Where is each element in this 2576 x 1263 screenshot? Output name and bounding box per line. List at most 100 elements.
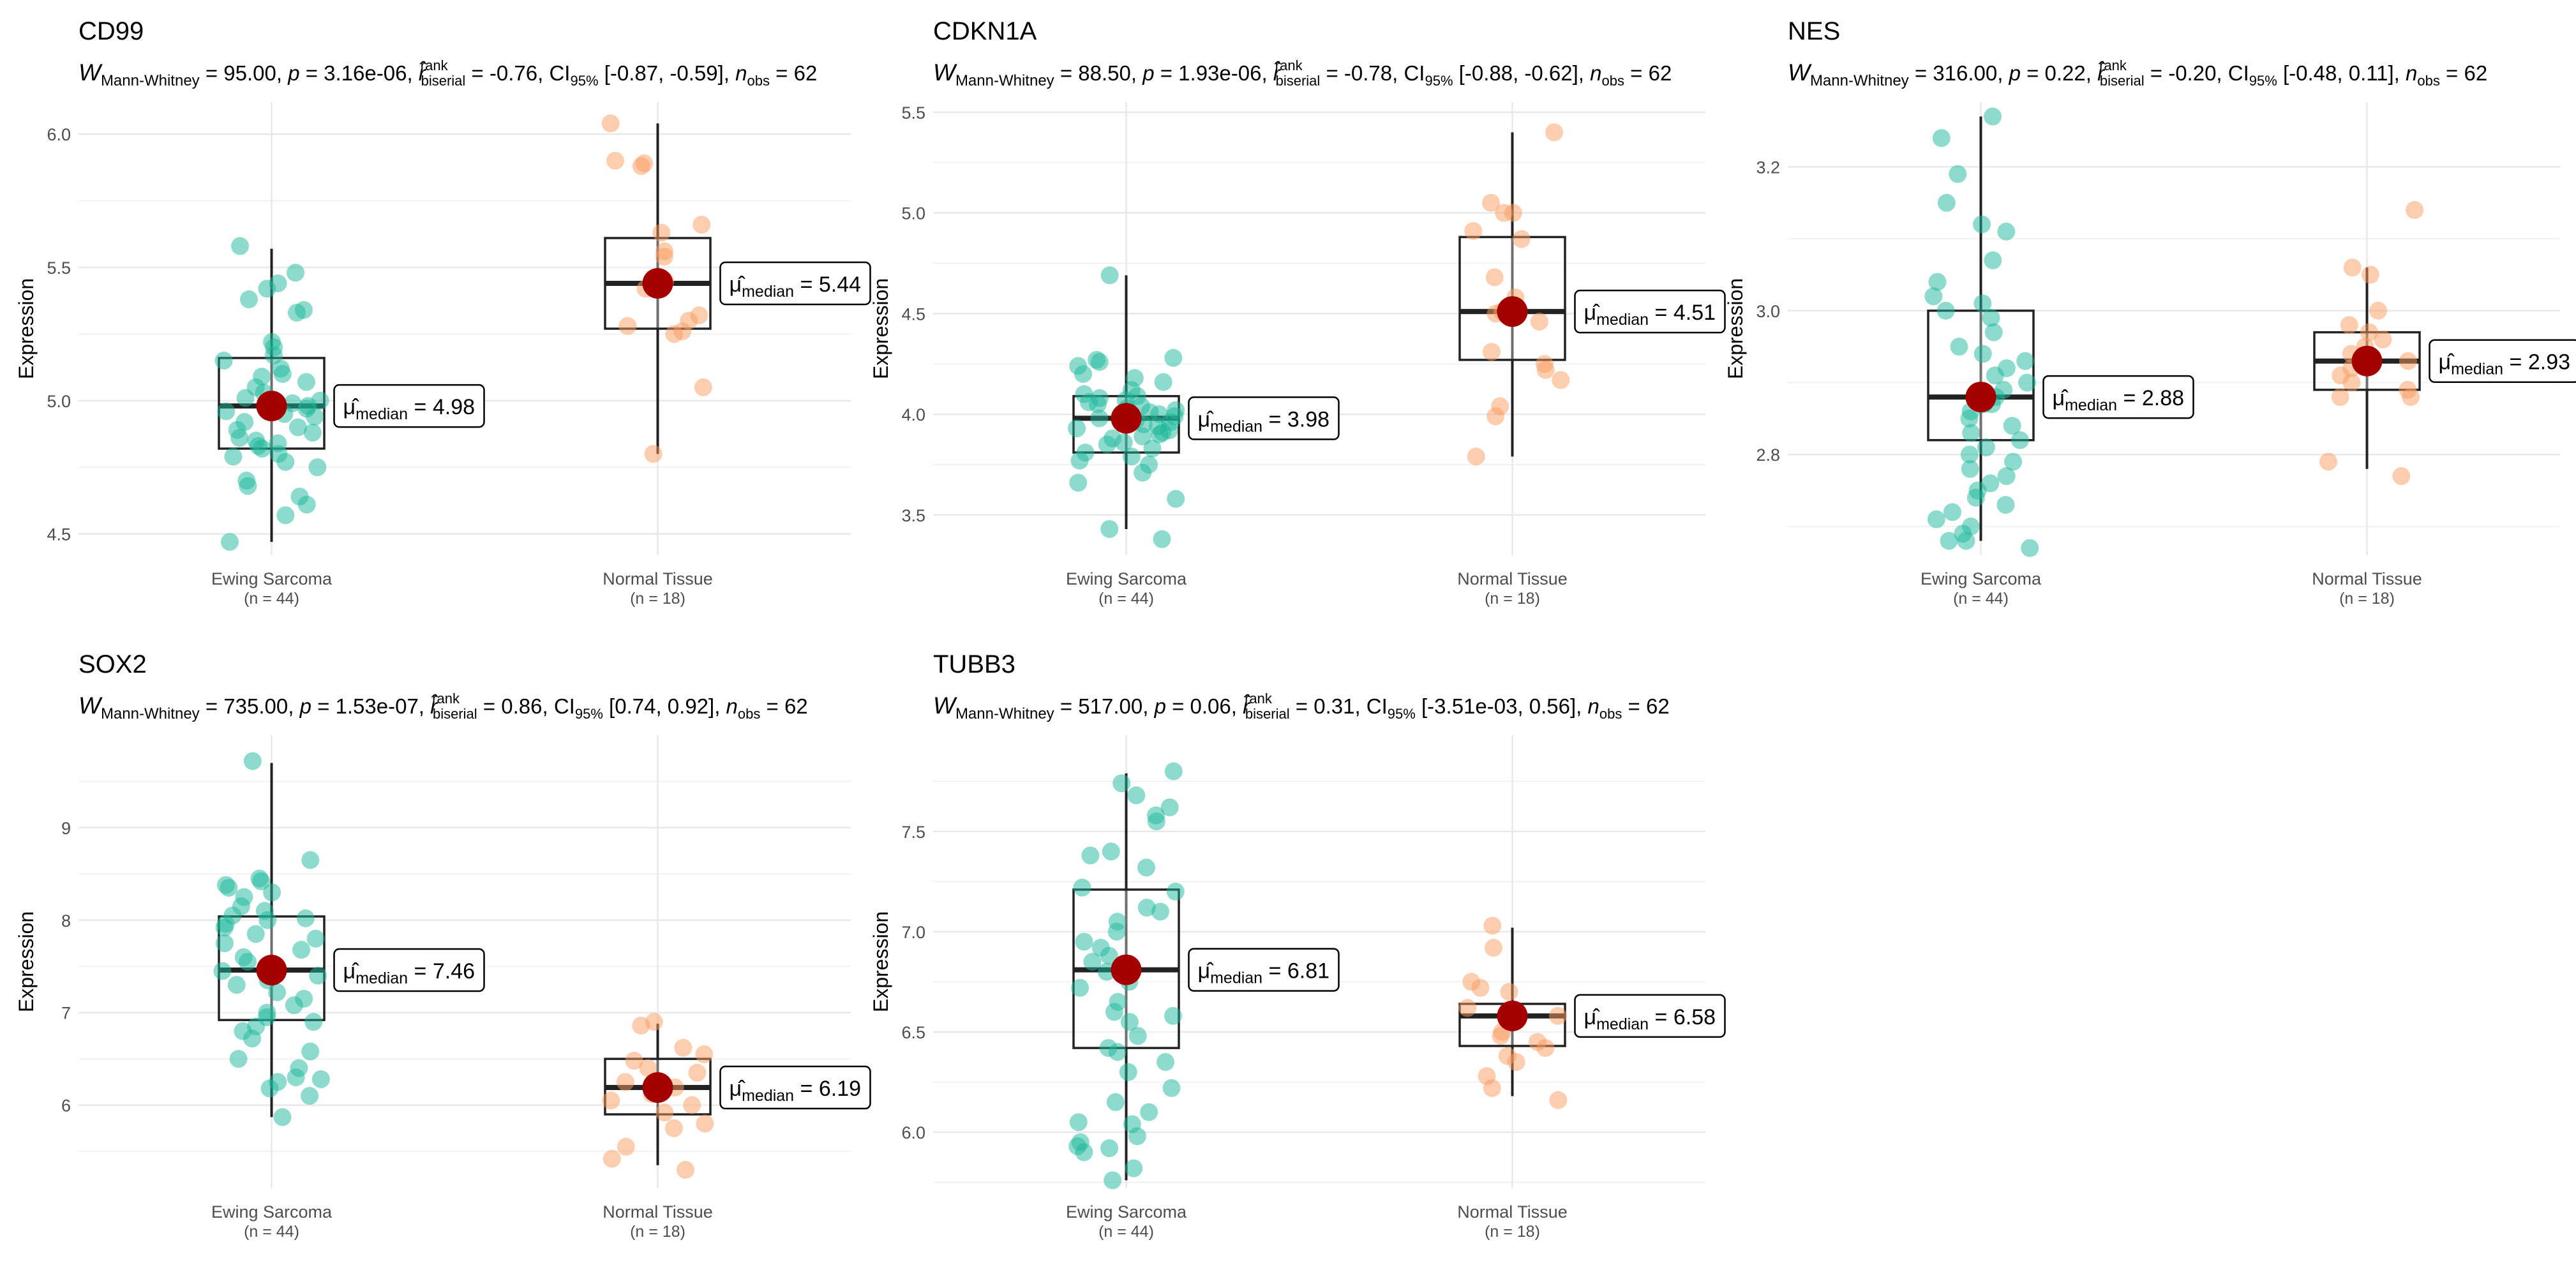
data-point — [693, 216, 710, 234]
median-marker — [1966, 382, 1996, 412]
data-point — [2018, 374, 2036, 392]
median-label: μ̂median = 4.98 — [334, 385, 484, 427]
data-point — [1143, 440, 1161, 458]
x-tick-label: Ewing Sarcoma — [211, 1202, 333, 1222]
data-point — [1167, 490, 1185, 508]
data-point — [308, 458, 326, 476]
data-point — [276, 506, 294, 524]
data-point — [1140, 1103, 1158, 1121]
data-point — [1536, 1039, 1554, 1057]
median-label: μ̂median = 7.46 — [334, 949, 484, 991]
data-point — [1483, 343, 1501, 361]
data-point — [2332, 388, 2349, 406]
data-point — [1112, 774, 1130, 792]
box-group-1: μ̂median = 6.81 — [1068, 763, 1338, 1190]
gridlines — [1788, 102, 2560, 555]
box-group-2: μ̂median = 5.44 — [602, 114, 871, 463]
data-point — [1545, 123, 1563, 141]
data-point — [1090, 409, 1108, 427]
data-point — [677, 1161, 694, 1179]
y-tick-label: 3.5 — [901, 506, 925, 525]
data-point — [1973, 216, 1991, 234]
data-point — [312, 1070, 330, 1088]
data-point — [618, 317, 636, 335]
y-axis-label: Expression — [15, 278, 38, 379]
median-marker — [2352, 346, 2383, 377]
data-point — [694, 378, 712, 396]
data-point — [1501, 983, 1518, 1001]
data-point — [1137, 858, 1155, 876]
box-group-2: μ̂median = 6.19 — [602, 1013, 870, 1179]
x-tick-label: Normal Tissue — [1457, 569, 1568, 588]
stats-subtitle: WMann-Whitney = 316.00, p = 0.22, r̂rank… — [1788, 57, 2487, 89]
box-group-1: μ̂median = 3.98 — [1068, 266, 1338, 548]
y-tick-label: 6.0 — [901, 1123, 925, 1142]
box-group-2: μ̂median = 2.93 — [2314, 201, 2576, 485]
data-point — [258, 280, 276, 297]
median-marker — [257, 955, 287, 985]
data-point — [602, 114, 620, 132]
y-tick-label: 6.0 — [47, 125, 71, 144]
y-tick-label: 2.8 — [1756, 445, 1780, 465]
data-point — [2011, 431, 2029, 449]
x-tick-count: (n = 44) — [1953, 590, 2009, 608]
data-point — [231, 237, 249, 255]
data-point — [220, 879, 237, 897]
data-point — [261, 1080, 279, 1098]
panel-title: NES — [1788, 17, 1840, 45]
data-point — [1105, 1003, 1123, 1021]
data-point — [288, 304, 306, 322]
data-point — [213, 962, 231, 980]
data-point — [1549, 1007, 1567, 1025]
data-point — [2016, 352, 2034, 370]
data-point — [1128, 1127, 1146, 1145]
x-tick-count: (n = 18) — [1485, 1223, 1540, 1241]
data-point — [1483, 916, 1501, 934]
data-point — [1984, 251, 2002, 269]
data-point — [1997, 223, 2015, 241]
y-tick-label: 7.0 — [901, 923, 925, 942]
y-tick-label: 5.5 — [901, 103, 925, 123]
data-point — [1164, 349, 1182, 367]
box-group-1: μ̂median = 2.88 — [1924, 108, 2193, 557]
median-label: μ̂median = 6.81 — [1189, 949, 1339, 991]
stats-subtitle: WMann-Whitney = 517.00, p = 0.06, r̂rank… — [933, 691, 1670, 722]
median-label: μ̂median = 2.93 — [2430, 340, 2576, 382]
data-point — [1508, 1053, 1525, 1071]
data-point — [243, 1029, 261, 1047]
data-point — [301, 1087, 318, 1105]
data-point — [1148, 812, 1165, 830]
data-point — [1949, 165, 1966, 183]
data-point — [301, 851, 319, 869]
data-point — [1513, 230, 1531, 248]
data-point — [1943, 503, 1961, 521]
x-tick-count: (n = 18) — [630, 590, 685, 608]
data-point — [217, 402, 235, 420]
data-point — [1134, 464, 1151, 482]
data-point — [258, 911, 276, 929]
data-point — [230, 1050, 248, 1068]
data-point — [1070, 452, 1088, 470]
data-point — [2021, 539, 2039, 557]
data-point — [2319, 452, 2337, 470]
data-point — [1486, 407, 1504, 425]
data-point — [1961, 460, 1979, 478]
panel-title: CD99 — [79, 17, 144, 45]
data-point — [1933, 129, 1951, 147]
data-point — [244, 752, 262, 770]
data-point — [228, 976, 246, 994]
box-group-1: μ̂median = 4.98 — [215, 237, 484, 551]
data-point — [1069, 474, 1087, 491]
data-point — [674, 1039, 692, 1057]
data-point — [263, 883, 281, 901]
data-point — [632, 1017, 650, 1035]
x-tick-label: Ewing Sarcoma — [1066, 569, 1187, 588]
data-point — [1928, 511, 1945, 528]
x-tick-count: (n = 44) — [244, 1223, 299, 1241]
data-point — [1924, 287, 1942, 305]
data-point — [683, 1096, 701, 1114]
data-point — [268, 983, 286, 1001]
y-axis-label: Expression — [15, 911, 38, 1012]
data-point — [633, 157, 650, 175]
